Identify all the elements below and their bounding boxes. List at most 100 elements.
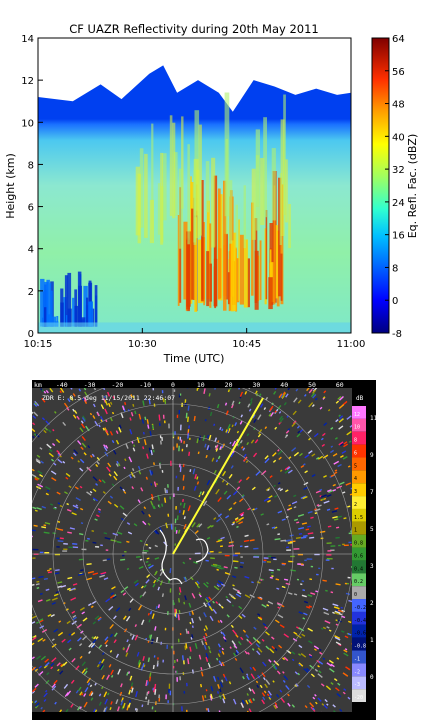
colorbar-swatch	[352, 406, 366, 419]
ppi-x-tick-label: -20	[112, 381, 124, 389]
y-tick-label: 2	[28, 287, 34, 298]
colorbar-swatch	[352, 470, 366, 484]
y-tick-label: 10	[21, 118, 34, 129]
colorbar-side-label: 0	[370, 674, 374, 681]
colorbar-side-label: 3	[370, 563, 374, 570]
colorbar-unit: dB	[356, 395, 364, 402]
convective-core	[135, 92, 291, 312]
colorbar-level-label: 3	[354, 489, 357, 495]
colorbar-tick-label: 40	[392, 132, 405, 143]
colorbar-swatch	[352, 573, 366, 587]
colorbar-level-label: -0.6	[354, 631, 366, 637]
colorbar-level-label: 0.8	[354, 541, 363, 547]
reflectivity-field	[38, 38, 351, 333]
colorbar-swatch	[352, 689, 366, 702]
ppi-y-axis: 50 40 30 20 10 0 -10 -20 -30 -40 -50	[18, 392, 30, 717]
colorbar-swatch	[352, 521, 366, 535]
colorbar-swatch	[352, 611, 366, 625]
colorbar-level-label: 0.6	[354, 553, 363, 559]
colorbar-side-label: 7	[370, 489, 374, 496]
colorbar-side-label: 9	[370, 452, 374, 459]
colorbar-level-label: 6	[354, 450, 357, 456]
colorbar-level-label: -1	[354, 656, 360, 662]
colorbar-level-label: 0.4	[354, 566, 363, 572]
colorbar-swatch	[352, 457, 366, 471]
ppi-x-tick-label: 10	[197, 381, 205, 389]
ppi-x-tick-label: 40	[280, 381, 288, 389]
colorbar-level-label: 1.5	[354, 515, 363, 521]
x-tick-label: 10:15	[24, 339, 53, 350]
colorbar: -8 0 8 16 24 32 40 48 56 64 Eq. Refl. Fac. (dBZ)	[371, 34, 419, 340]
colorbar-level-label: 8	[354, 438, 357, 444]
colorbar-tick-label: 32	[392, 165, 405, 176]
colorbar-swatch	[352, 418, 366, 432]
zdr-speckle-field	[32, 388, 352, 712]
x-tick-label: 10:30	[128, 339, 157, 350]
colorbar-swatch	[352, 483, 366, 497]
colorbar-level-label: 4	[354, 476, 357, 482]
y-tick-label: 0	[28, 329, 34, 340]
colorbar-swatch	[352, 560, 366, 574]
ppi-y-tick-label: -30	[18, 645, 30, 653]
colorbar-level-label: 2	[354, 502, 357, 508]
x-tick-label: 10:45	[232, 339, 261, 350]
colorbar-swatch	[352, 624, 366, 638]
ppi-x-axis: km -40 -30 -20 -10 0 10 20 30 40 50 60	[34, 381, 344, 389]
ppi-x-tick-label: 0	[171, 381, 175, 389]
colorbar-label: Eq. Refl. Fac. (dBZ)	[406, 134, 419, 239]
colorbar-swatch	[352, 534, 366, 548]
colorbar-swatch	[352, 508, 366, 522]
colorbar-level-label: 1	[354, 528, 357, 534]
colorbar-level-label: -20	[354, 695, 363, 701]
ppi-x-tick-label: -10	[139, 381, 151, 389]
colorbar-swatch	[352, 650, 366, 664]
ppi-x-tick-label: 30	[252, 381, 260, 389]
colorbar-side-label: 2	[370, 600, 374, 607]
colorbar-level-label: -2	[354, 669, 360, 675]
colorbar-side-label: 11	[370, 415, 378, 422]
ppi-y-tick-label: 0	[26, 550, 30, 558]
colorbar-swatch	[352, 586, 366, 600]
colorbar-tick-label: 8	[392, 263, 398, 274]
colorbar-level-label: 5	[354, 463, 357, 469]
colorbar-swatch	[352, 444, 366, 458]
y-tick-label: 12	[21, 76, 34, 87]
plot-frame	[37, 37, 352, 334]
colorbar-tick-label: -8	[392, 329, 402, 340]
ppi-x-tick-label: 50	[308, 381, 316, 389]
colorbar-tick-label: 16	[392, 231, 405, 242]
azimuth-cursor-line	[172, 397, 264, 555]
reflectivity-time-height-chart: CF UAZR Reflectivity during 20th May 201…	[4, 22, 419, 365]
ppi-y-tick-label: 50	[22, 392, 30, 400]
colorbar-side-label: 5	[370, 526, 374, 533]
ppi-y-tick-label: -50	[18, 708, 30, 716]
x-tick-label: 11:00	[337, 339, 366, 350]
colorbar-tick-label: 48	[392, 100, 405, 111]
y-tick-label: 6	[28, 203, 34, 214]
colorbar-level-label: -0.4	[354, 618, 366, 624]
colorbar-swatch	[352, 676, 366, 690]
ppi-y-tick-label: 30	[22, 455, 30, 463]
colorbar-tick-label: 64	[392, 34, 405, 45]
colorbar-level-label: 0	[354, 592, 357, 598]
colorbar-swatch	[352, 599, 366, 612]
x-axis-label: Time (UTC)	[163, 352, 225, 365]
colorbar-level-label: -3	[354, 682, 360, 688]
colorbar-swatch	[352, 431, 366, 445]
colorbar-tick-label: 24	[392, 198, 405, 209]
ppi-x-tick-label: -30	[84, 381, 96, 389]
y-axis-label: Height (km)	[4, 153, 17, 219]
colorbar-swatch	[352, 547, 366, 561]
colorbar-tick-label: 0	[392, 296, 398, 307]
coastline-outline	[159, 529, 209, 585]
zdr-ppi-chart: km -40 -30 -20 -10 0 10 20 30 40 50 60 50 40 30 20 10 0-…	[0, 380, 428, 720]
colorbar-swatch	[352, 496, 366, 509]
low-level-echo	[38, 271, 351, 333]
colorbar-swatch	[352, 663, 366, 677]
ppi-y-tick-label: -10	[18, 582, 30, 590]
zdr-colorbar: 12108654321.510.80.60.40.20-0.2-0.4-0.6-…	[352, 406, 378, 702]
x-axis: 10:15 10:30 10:45 11:00	[24, 328, 366, 350]
ppi-y-tick-label: 20	[22, 487, 30, 495]
colorbar-level-label: -0.2	[354, 605, 366, 611]
y-axis: 0 2 4 6 8 10 12 14	[21, 34, 43, 340]
